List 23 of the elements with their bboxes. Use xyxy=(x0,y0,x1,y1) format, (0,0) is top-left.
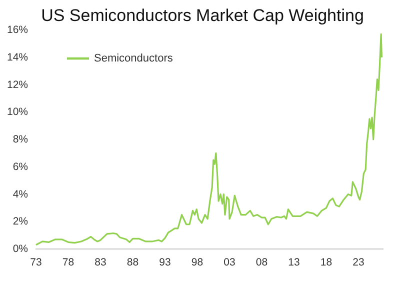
x-tick-label: 93 xyxy=(159,256,171,268)
x-tick-label: 78 xyxy=(62,256,74,268)
y-tick-label: 10% xyxy=(6,106,28,118)
y-tick-label: 14% xyxy=(6,51,28,64)
y-tick-label: 2% xyxy=(12,216,28,228)
x-tick-label: 88 xyxy=(126,256,139,268)
x-tick-label: 13 xyxy=(288,256,300,268)
x-tick-label: 03 xyxy=(224,256,236,268)
x-tick-label: 18 xyxy=(320,256,332,268)
y-tick-label: 12% xyxy=(6,78,28,91)
x-tick-label: 08 xyxy=(256,256,268,268)
y-tick-label: 8% xyxy=(12,134,28,146)
x-tick-label: 23 xyxy=(352,256,364,268)
x-tick-label: 83 xyxy=(94,256,106,268)
x-tick-label: 73 xyxy=(30,256,42,268)
y-tick-label: 6% xyxy=(12,160,28,173)
chart-title: US Semiconductors Market Cap Weighting xyxy=(41,6,364,25)
x-tick-label: 98 xyxy=(191,256,204,268)
y-tick-label: 0% xyxy=(12,243,28,255)
legend-label: Semiconductors xyxy=(94,52,174,64)
line-series xyxy=(35,33,383,246)
y-tick-label: 16% xyxy=(6,24,28,36)
y-tick-label: 4% xyxy=(12,188,28,200)
